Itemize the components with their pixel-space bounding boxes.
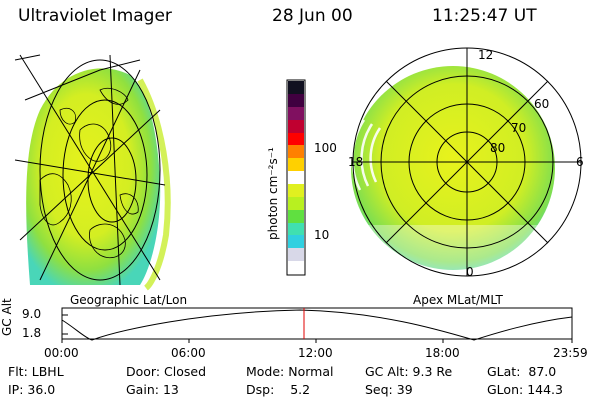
timeline-xtick-1800: 18:00 [425,346,460,360]
instrument-title: Ultraviolet Imager [18,6,172,26]
geographic-map [14,54,171,291]
info-mode: Mode: Normal [246,364,334,379]
info-glat: GLat: 87.0 [487,364,557,379]
colorbar-gradient [288,81,304,274]
timeline-plot [61,307,573,343]
mlt-label-18: 18 [348,155,364,169]
mlt-label-6: 6 [576,155,584,169]
info-seq: Seq: 39 [365,382,413,397]
info-ip: IP: 36.0 [8,382,56,397]
timeline-xtick-0000: 00:00 [44,346,79,360]
colorbar-unit: photon cm⁻²s⁻¹ [266,147,280,240]
info-door: Door: Closed [126,364,207,379]
colorbar-band [288,261,304,274]
colorbar-band [288,235,304,249]
timeline-xtick-1200: 12:00 [298,346,333,360]
geographic-caption: Geographic Lat/Lon [70,293,188,307]
colorbar-band [288,248,304,262]
mlat-label-60: 60 [534,97,550,111]
timeline-xtick-0600: 06:00 [171,346,206,360]
colorbar [286,79,306,276]
colorbar-band [288,209,304,223]
coastlines [39,87,139,259]
gc-alt-curve [61,309,573,341]
colorbar-band [288,106,304,120]
left-aurora-region [26,68,161,285]
colorbar-tick-100: 100 [314,141,337,155]
left-graticule-outer [39,59,161,281]
colorbar-band [288,132,304,146]
colorbar-band [288,81,304,94]
mlat-label-80: 80 [490,141,506,155]
info-dsp: Dsp: 5.2 [246,382,311,397]
colorbar-tick-10: 10 [314,228,330,242]
apex-caption: Apex MLat/MLT [413,293,503,307]
mlat-label-70: 70 [511,121,527,135]
info-flt: Flt: LBHL [8,364,64,379]
timeline-xtick-2359: 23:59 [553,346,588,360]
timeline-y-label: GC Alt [0,298,14,336]
colorbar-band [288,93,304,107]
colorbar-band [288,196,304,210]
colorbar-band [288,158,304,172]
colorbar-band [288,171,304,184]
time-label: 11:25:47 UT [432,6,537,26]
colorbar-band [288,119,304,133]
date-label: 28 Jun 00 [272,6,353,26]
info-gain: Gain: 13 [126,382,179,397]
info-gcalt: GC Alt: 9.3 Re [365,364,453,379]
mlt-polar-plot [350,47,582,277]
colorbar-band [288,183,304,197]
timeline-ytick-9: 9.0 [22,307,42,321]
colorbar-band [288,145,304,159]
info-glon: GLon: 144.3 [487,382,563,397]
mlt-label-12: 12 [478,48,494,62]
dayside-arcs [351,119,382,191]
left-aurora-edge [137,78,171,291]
colorbar-band [288,222,304,236]
mlt-label-0: 0 [466,265,474,279]
timeline-ytick-1.8: 1.8 [22,326,42,340]
